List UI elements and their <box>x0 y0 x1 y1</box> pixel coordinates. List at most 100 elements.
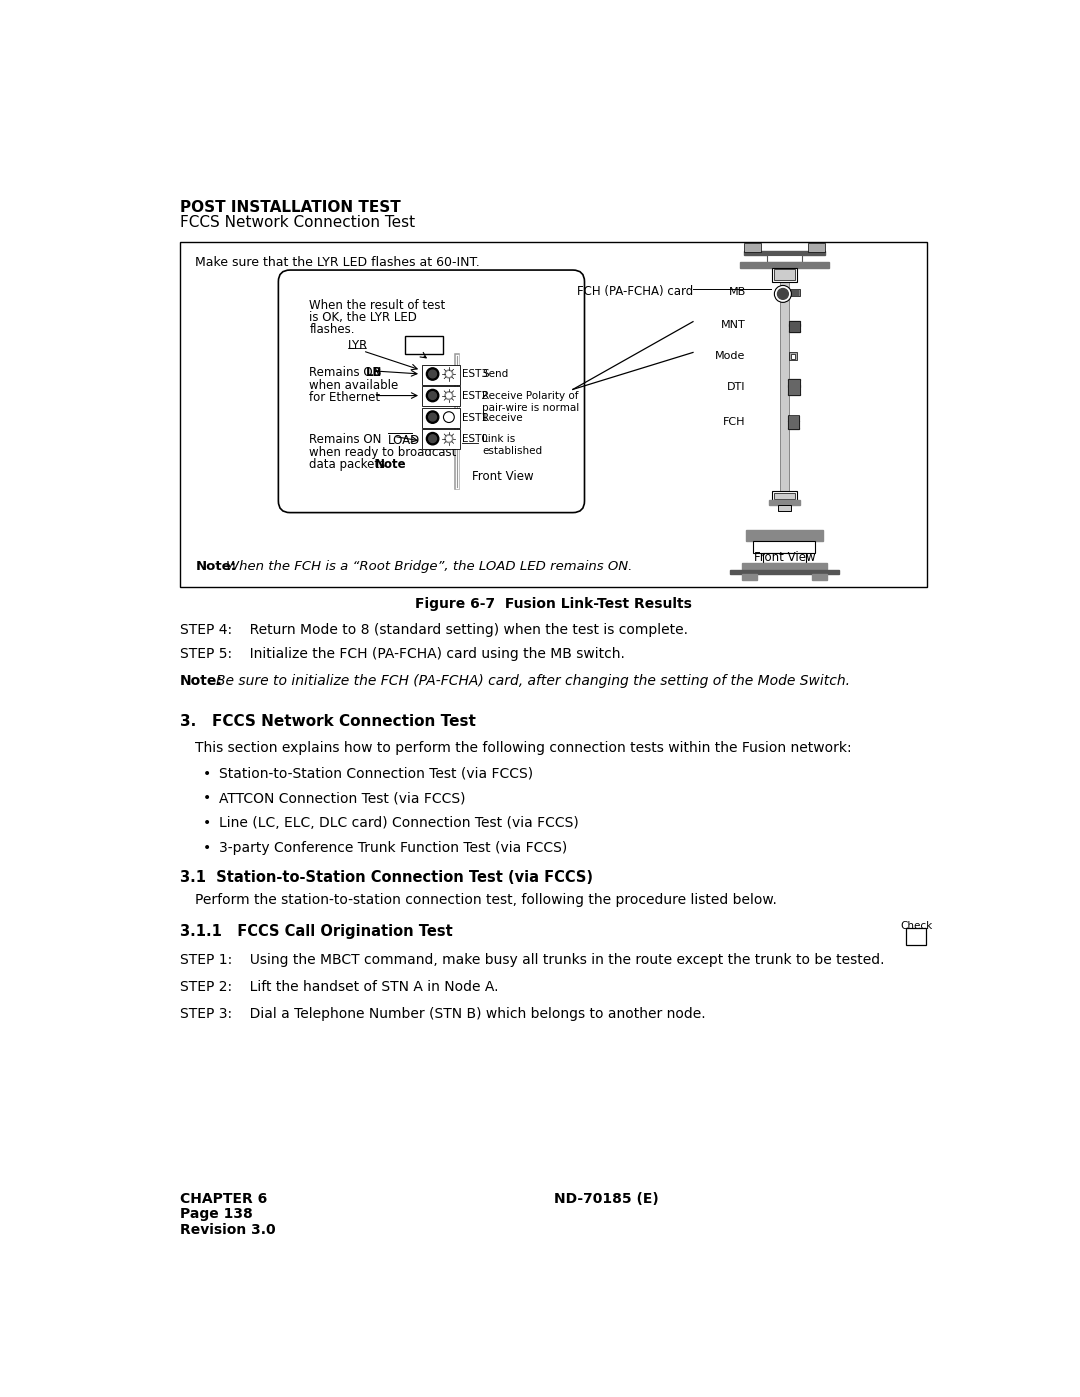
Bar <box>789 323 800 324</box>
Text: Be sure to initialize the FCH (PA-FCHA) card, after changing the setting of the : Be sure to initialize the FCH (PA-FCHA) … <box>216 675 850 689</box>
Text: for Ethernet: for Ethernet <box>309 391 380 404</box>
Bar <box>788 418 799 419</box>
Bar <box>788 425 799 426</box>
Bar <box>788 380 800 381</box>
Text: LYR: LYR <box>348 338 368 352</box>
Bar <box>772 268 797 282</box>
Text: Remains ON: Remains ON <box>309 366 381 380</box>
Text: is OK, the LYR LED: is OK, the LYR LED <box>309 312 417 324</box>
Bar <box>773 270 795 279</box>
Text: Make sure that the LYR LED flashes at 60-INT.: Make sure that the LYR LED flashes at 60… <box>195 256 481 270</box>
Text: data packets: data packets <box>309 458 386 471</box>
Text: ND-70185 (E): ND-70185 (E) <box>554 1192 658 1206</box>
Text: EST3: EST3 <box>462 369 488 380</box>
Text: Mode: Mode <box>715 351 745 362</box>
Text: FCH (PA-FCHA) card: FCH (PA-FCHA) card <box>577 285 693 298</box>
Bar <box>808 243 825 253</box>
Text: Note:: Note: <box>180 675 222 689</box>
Bar <box>789 326 800 327</box>
Bar <box>779 504 791 511</box>
Text: when available: when available <box>309 379 399 391</box>
Circle shape <box>446 372 451 376</box>
Bar <box>789 330 800 331</box>
Bar <box>789 321 800 323</box>
Bar <box>788 393 800 395</box>
Text: Station-to-Station Connection Test (via FCCS): Station-to-Station Connection Test (via … <box>218 767 532 781</box>
Bar <box>180 242 927 587</box>
Text: STEP 5:    Initialize the FCH (PA-FCHA) card using the MB switch.: STEP 5: Initialize the FCH (PA-FCHA) car… <box>180 647 625 661</box>
Text: CHAPTER 6: CHAPTER 6 <box>180 1192 267 1206</box>
Bar <box>769 500 800 504</box>
Circle shape <box>429 414 436 420</box>
Circle shape <box>427 367 438 380</box>
Bar <box>791 291 798 295</box>
Bar <box>788 415 799 418</box>
Circle shape <box>429 391 436 400</box>
Bar <box>422 387 460 407</box>
Text: EST2: EST2 <box>462 391 488 401</box>
Text: LOAD: LOAD <box>388 434 420 447</box>
Text: This section explains how to perform the following connection tests within the F: This section explains how to perform the… <box>195 742 852 756</box>
Text: Page 138: Page 138 <box>180 1207 253 1221</box>
Bar <box>789 352 797 360</box>
Circle shape <box>778 289 788 299</box>
Text: STEP 1:    Using the MBCT command, make busy all trunks in the route except the : STEP 1: Using the MBCT command, make bus… <box>180 953 885 967</box>
Text: Remains ON: Remains ON <box>309 433 381 446</box>
Bar <box>788 381 800 383</box>
Text: Line (LC, ELC, DLC card) Connection Test (via FCCS): Line (LC, ELC, DLC card) Connection Test… <box>218 816 579 830</box>
Bar <box>422 429 460 450</box>
Text: Link is
established: Link is established <box>482 434 542 455</box>
Bar <box>788 379 800 395</box>
Bar <box>791 353 795 359</box>
FancyBboxPatch shape <box>279 270 584 513</box>
Bar <box>762 553 806 563</box>
Circle shape <box>445 370 453 377</box>
Bar <box>788 422 799 425</box>
Bar <box>754 541 815 553</box>
Bar <box>788 415 799 429</box>
Text: Note:: Note: <box>195 560 237 573</box>
Bar <box>789 321 800 331</box>
Bar <box>742 563 827 570</box>
Circle shape <box>427 390 438 402</box>
Text: •: • <box>203 767 212 781</box>
Text: MB: MB <box>728 288 745 298</box>
Text: Front View: Front View <box>472 471 534 483</box>
Bar <box>788 420 799 422</box>
Circle shape <box>444 412 455 422</box>
Text: ATTCON Connection Test (via FCCS): ATTCON Connection Test (via FCCS) <box>218 791 465 805</box>
Text: POST INSTALLATION TEST: POST INSTALLATION TEST <box>180 200 401 215</box>
Text: Receive Polarity of
pair-wire is normal: Receive Polarity of pair-wire is normal <box>482 391 580 412</box>
Text: EST0: EST0 <box>462 434 488 444</box>
Text: •: • <box>203 816 212 830</box>
Bar <box>744 251 825 256</box>
Text: flashes.: flashes. <box>309 323 355 337</box>
Text: MNT: MNT <box>721 320 745 331</box>
Bar <box>742 574 757 580</box>
Bar <box>780 282 789 490</box>
Bar <box>906 929 927 946</box>
Text: Revision 3.0: Revision 3.0 <box>180 1222 275 1236</box>
Text: STEP 2:    Lift the handset of STN A in Node A.: STEP 2: Lift the handset of STN A in Nod… <box>180 979 499 995</box>
Bar <box>768 256 801 261</box>
Text: Figure 6-7  Fusion Link-Test Results: Figure 6-7 Fusion Link-Test Results <box>415 598 692 612</box>
Bar <box>740 261 829 268</box>
Bar <box>788 387 800 388</box>
Bar <box>788 391 800 393</box>
Text: EST1: EST1 <box>462 412 488 422</box>
Text: LB: LB <box>366 366 382 380</box>
Circle shape <box>429 434 436 443</box>
Text: FCCS Network Connection Test: FCCS Network Connection Test <box>180 215 415 231</box>
Circle shape <box>446 436 451 441</box>
Circle shape <box>429 370 436 377</box>
Bar <box>789 328 800 330</box>
Text: When the FCH is a “Root Bridge”, the LOAD LED remains ON.: When the FCH is a “Root Bridge”, the LOA… <box>227 560 633 573</box>
Bar <box>744 243 761 253</box>
Text: STEP 4:    Return Mode to 8 (standard setting) when the test is complete.: STEP 4: Return Mode to 8 (standard setti… <box>180 623 688 637</box>
Circle shape <box>427 411 438 423</box>
Circle shape <box>445 434 453 443</box>
Text: STEP 3:    Dial a Telephone Number (STN B) which belongs to another node.: STEP 3: Dial a Telephone Number (STN B) … <box>180 1007 705 1021</box>
Text: Receive: Receive <box>482 412 523 422</box>
Bar <box>788 384 800 386</box>
Circle shape <box>445 391 453 400</box>
